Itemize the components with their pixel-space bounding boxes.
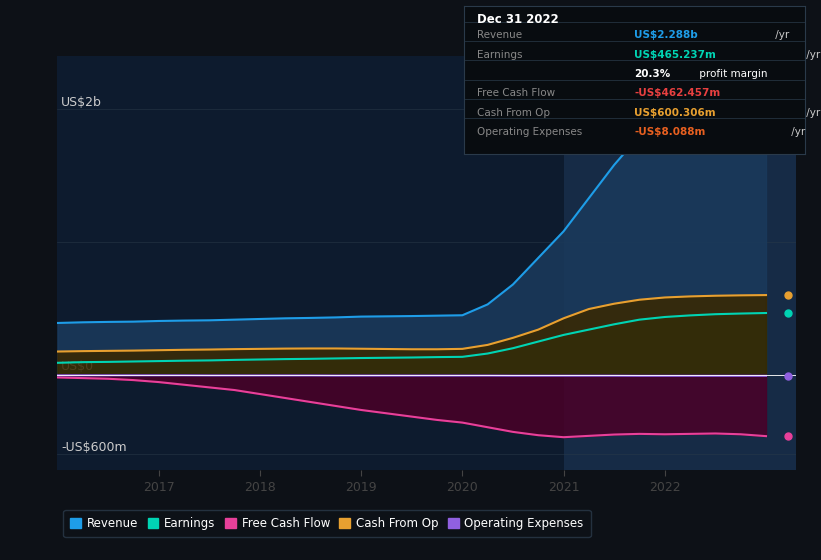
- Text: /yr: /yr: [819, 88, 821, 98]
- Text: US$2.288b: US$2.288b: [635, 30, 698, 40]
- Text: /yr: /yr: [787, 127, 805, 137]
- Text: /yr: /yr: [803, 108, 820, 118]
- Text: 20.3%: 20.3%: [635, 69, 671, 79]
- Text: Free Cash Flow: Free Cash Flow: [478, 88, 556, 98]
- Text: Operating Expenses: Operating Expenses: [478, 127, 583, 137]
- Text: -US$600m: -US$600m: [62, 441, 126, 455]
- Text: US$465.237m: US$465.237m: [635, 50, 716, 60]
- Text: Cash From Op: Cash From Op: [478, 108, 551, 118]
- Text: US$2b: US$2b: [62, 96, 102, 109]
- Legend: Revenue, Earnings, Free Cash Flow, Cash From Op, Operating Expenses: Revenue, Earnings, Free Cash Flow, Cash …: [63, 510, 591, 537]
- Text: US$600.306m: US$600.306m: [635, 108, 716, 118]
- Text: profit margin: profit margin: [695, 69, 767, 79]
- Text: /yr: /yr: [803, 50, 820, 60]
- Text: /yr: /yr: [773, 30, 790, 40]
- Text: -US$462.457m: -US$462.457m: [635, 88, 721, 98]
- Text: Dec 31 2022: Dec 31 2022: [478, 13, 559, 26]
- Text: US$0: US$0: [62, 360, 94, 373]
- Bar: [563, 56, 796, 470]
- Text: Earnings: Earnings: [478, 50, 523, 60]
- Text: Revenue: Revenue: [478, 30, 523, 40]
- Text: -US$8.088m: -US$8.088m: [635, 127, 705, 137]
